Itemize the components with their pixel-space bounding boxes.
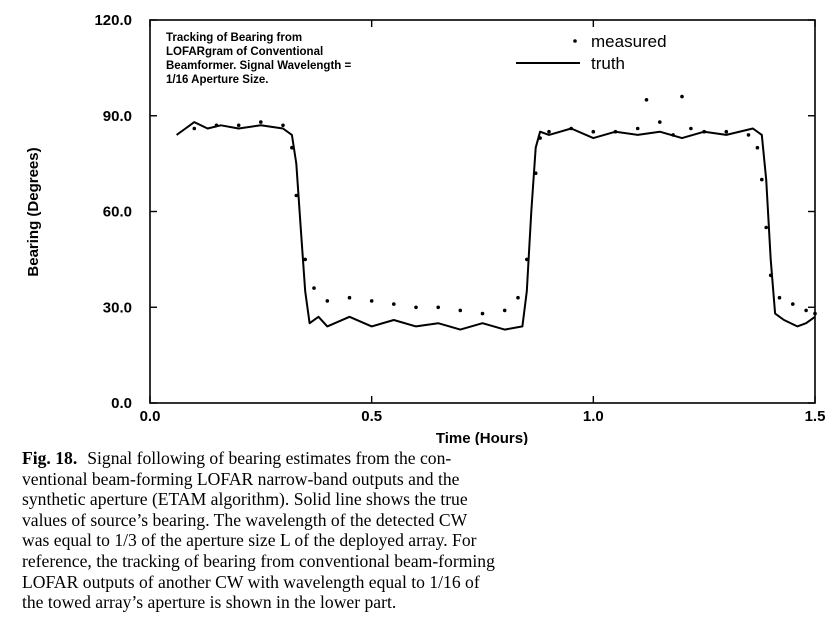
caption-line: Fig. 18. Signal following of bearing esti… [22, 448, 822, 469]
annotation-box: Tracking of Bearing from LOFARgram of Co… [166, 32, 352, 86]
measured-point [764, 225, 768, 230]
measured-point [768, 273, 773, 278]
bearing-chart: 0.0 0.5 1.0 1.5 0.0 30.0 60.0 90.0 120.0 Bearing… [25, 12, 825, 445]
truth-line [176, 121, 816, 331]
measured-point [777, 295, 782, 300]
annotation-line: 1/16 Aperture Size. [166, 74, 268, 86]
measured-point [547, 129, 551, 134]
caption-line: was equal to 1/3 of the aperture size L … [22, 530, 477, 551]
measured-point [259, 120, 263, 124]
measured-point [312, 286, 316, 290]
measured-point [658, 120, 662, 124]
annotation-line: LOFARgram of Conventional [166, 46, 323, 58]
measured-point [392, 302, 396, 306]
measured-point [236, 123, 241, 128]
x-tick-label: 0.0 [140, 408, 161, 425]
axis-ticks: 0.0 0.5 1.0 1.5 0.0 30.0 60.0 90.0 120.0 [94, 12, 825, 425]
measured-point [746, 133, 751, 137]
annotation-line: Beamformer. Signal Wavelength = [166, 60, 352, 72]
x-tick-label: 1.0 [583, 408, 604, 425]
measured-point [533, 171, 538, 175]
caption-line: ventional beam-forming LOFAR narrow-band… [22, 468, 460, 489]
y-tick-label: 0.0 [111, 395, 132, 412]
measured-point [516, 295, 520, 300]
measured-point [538, 136, 542, 140]
measured-point [689, 126, 693, 131]
y-tick-label: 90.0 [103, 108, 132, 125]
caption-text: Signal following of bearing estimates fr… [87, 448, 452, 468]
x-tick-label: 0.5 [361, 408, 382, 425]
measured-point [294, 193, 299, 198]
caption-line: the towed array’s aperture is shown in t… [22, 592, 397, 613]
measured-point [671, 133, 675, 137]
y-tick-label: 30.0 [103, 299, 132, 316]
figure-label: Fig. 18. [22, 448, 78, 468]
caption-line: reference, the tracking of bearing from … [22, 550, 495, 571]
measured-point [347, 295, 352, 300]
caption-line: synthetic aperture (ETAM algorithm). Sol… [22, 489, 468, 510]
y-tick-label: 120.0 [94, 12, 132, 29]
measured-point [680, 94, 684, 99]
measured-point [369, 299, 374, 303]
caption-line: values of source’s bearing. The waveleng… [22, 509, 468, 530]
measured-point [480, 311, 485, 316]
measured-point [702, 129, 706, 134]
legend-measured-marker [573, 39, 577, 43]
x-tick-label: 1.5 [805, 408, 826, 425]
y-tick-label: 60.0 [103, 204, 132, 221]
figure-caption: Fig. 18. Signal following of bearing esti… [22, 448, 822, 613]
measured-point [613, 129, 618, 134]
measured-point [569, 126, 573, 131]
measured-point [303, 257, 308, 262]
measured-point [281, 123, 285, 128]
measured-point [458, 308, 463, 313]
legend-truth-label: truth [591, 54, 625, 73]
legend: measured truth [516, 32, 667, 73]
measured-point [724, 129, 729, 134]
measured-point [414, 305, 418, 310]
measured-point [760, 177, 764, 182]
measured-point [214, 123, 219, 128]
measured-point [804, 308, 808, 313]
measured-point [635, 126, 640, 131]
measured-point [436, 305, 441, 310]
truth-series [176, 121, 816, 331]
x-axis-label: Time (Hours) [436, 430, 528, 445]
measured-point [502, 308, 507, 313]
measured-point [755, 145, 760, 150]
y-axis-label: Bearing (Degrees) [25, 147, 42, 276]
caption-line: LOFAR outputs of another CW with wavelen… [22, 571, 480, 592]
annotation-line: Tracking of Bearing from [166, 32, 302, 44]
measured-point [791, 302, 795, 306]
measured-point [813, 311, 817, 316]
measured-point [525, 257, 529, 262]
measured-point [192, 126, 197, 131]
measured-point [290, 145, 294, 150]
measured-point [591, 129, 596, 134]
legend-measured-label: measured [591, 32, 667, 51]
measured-point [325, 299, 330, 303]
measured-series [192, 94, 817, 316]
measured-point [644, 98, 649, 102]
